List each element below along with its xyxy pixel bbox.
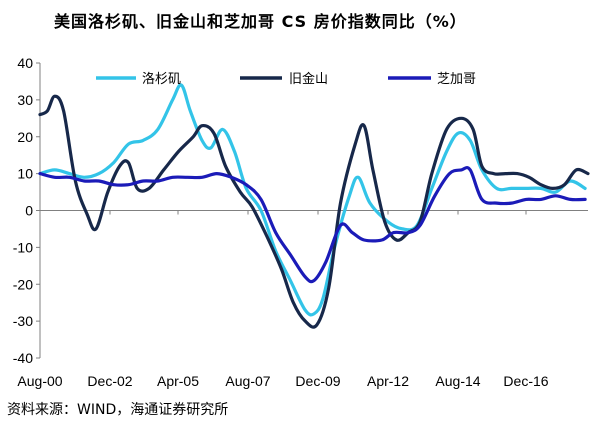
chart-title: 美国洛杉矶、旧金山和芝加哥 CS 房价指数同比（%） — [54, 12, 467, 31]
y-tick-label: 30 — [17, 92, 33, 108]
y-tick-label: 10 — [17, 166, 33, 182]
x-tick-label: Dec-02 — [87, 373, 132, 389]
series-line-2 — [38, 166, 587, 284]
y-tick-label: -30 — [13, 313, 33, 329]
tick-labels: 40 30 20 10 0 -10 -20 -30 -40 Aug-00 Dec-02 Apr-05 A… — [13, 55, 549, 389]
series-line-1 — [38, 94, 590, 329]
y-tick-label: 40 — [17, 55, 33, 71]
series-line-0 — [38, 83, 587, 317]
y-tick-label: -10 — [13, 239, 33, 255]
series-lines — [38, 83, 590, 329]
x-tick-label: Aug-00 — [17, 373, 62, 389]
x-tick-label: Aug-14 — [435, 373, 480, 389]
y-tick-label: -20 — [13, 276, 33, 292]
x-tick-label: Dec-09 — [295, 373, 340, 389]
legend: 洛杉矶 旧金山 芝加哥 — [96, 71, 476, 87]
source-note: 资料来源：WIND，海通证券研究所 — [7, 402, 229, 418]
y-tick-label: -40 — [13, 350, 33, 366]
legend-label-1: 旧金山 — [289, 71, 328, 87]
x-tick-label: Aug-07 — [225, 373, 270, 389]
legend-label-2: 芝加哥 — [437, 71, 476, 87]
axes — [36, 62, 588, 359]
x-tick-label: Apr-12 — [367, 373, 409, 389]
legend-label-0: 洛杉矶 — [142, 72, 181, 87]
y-tick-label: 0 — [25, 203, 33, 219]
y-tick-label: 20 — [17, 129, 33, 145]
x-tick-label: Dec-16 — [503, 373, 548, 389]
x-tick-label: Apr-05 — [157, 373, 199, 389]
